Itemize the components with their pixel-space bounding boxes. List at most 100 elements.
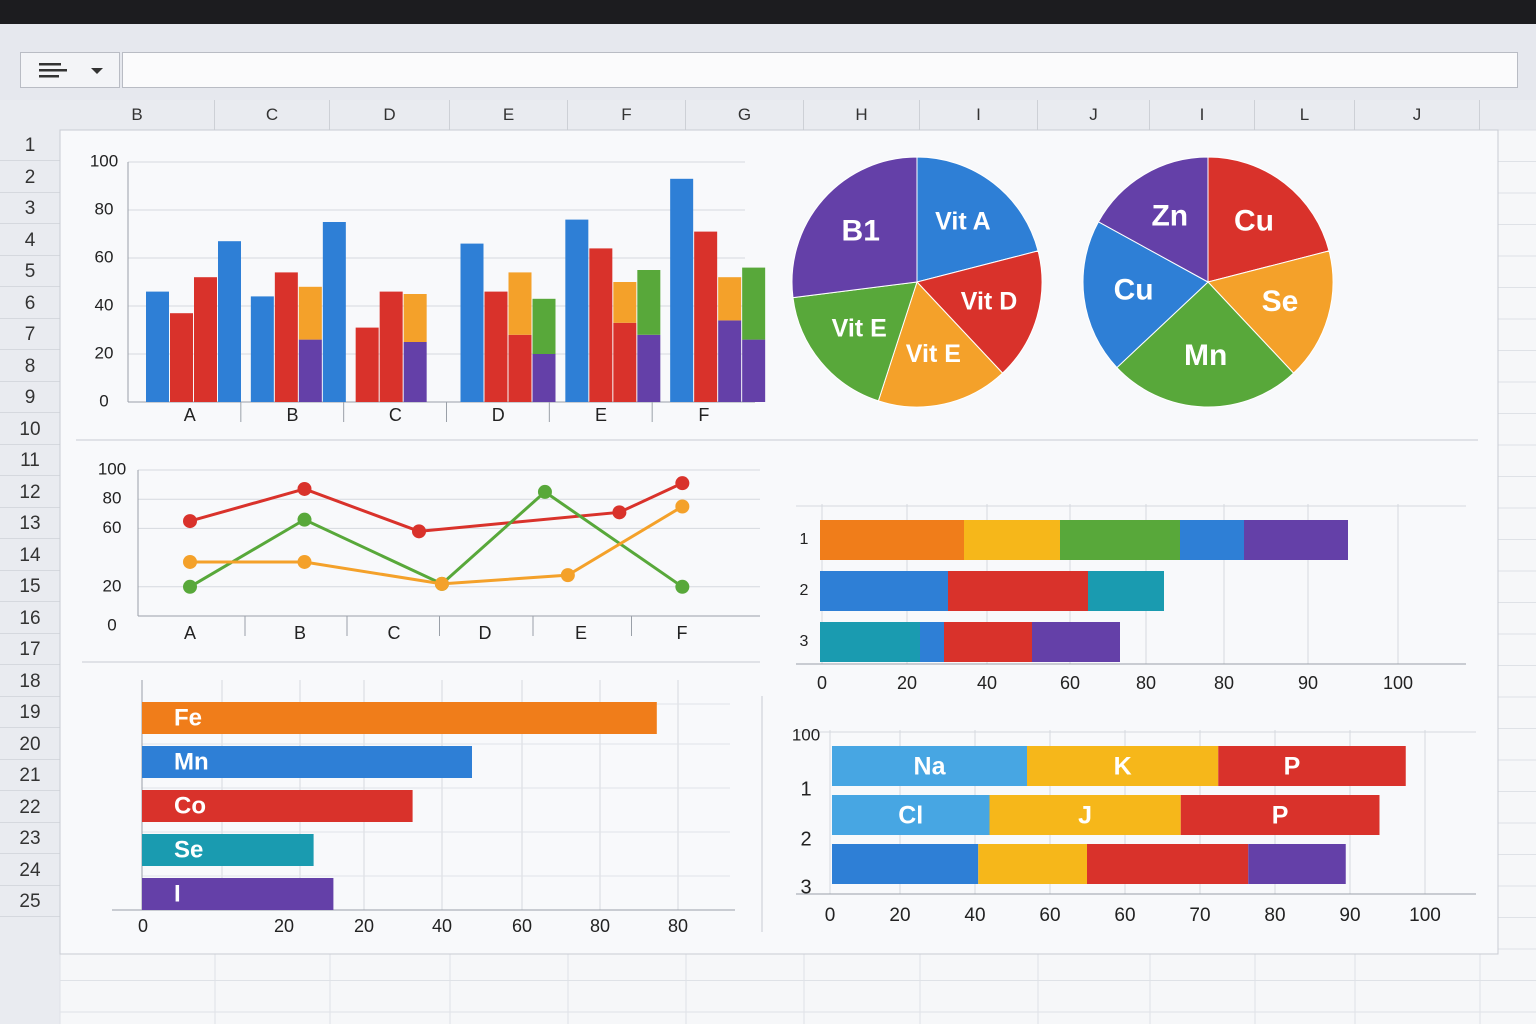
chevron-down-icon [91,68,103,74]
column-bar [298,286,322,340]
stacked-segment [920,622,944,662]
row-header-cell[interactable]: 22 [0,792,60,823]
column-bar [170,313,193,402]
bar [142,702,657,734]
row-header-cell[interactable]: 25 [0,886,60,917]
bar-label: Se [174,836,203,863]
x-tick-label: 0 [817,673,827,693]
column-bar [403,342,427,402]
x-tick-label: 80 [1264,905,1285,926]
pie-slice-label: B1 [842,214,880,247]
row-header-cell[interactable]: 7 [0,319,60,350]
x-tick-label: 80 [1136,673,1156,693]
column-bar [589,248,613,402]
column-header-cell[interactable]: F [568,100,686,130]
row-header-cell[interactable]: 17 [0,634,60,665]
menu-dropdown-button[interactable] [20,52,120,88]
x-tick-label: F [677,623,688,643]
column-bar [718,320,742,402]
row-header-cell[interactable]: 8 [0,351,60,382]
row-header-cell[interactable]: 23 [0,823,60,854]
row-header-cell[interactable]: 10 [0,414,60,445]
stacked-segment [978,844,1087,884]
row-header-cell[interactable]: 9 [0,382,60,413]
bar [142,790,413,822]
row-header-cell[interactable]: 19 [0,697,60,728]
y-tick-label: 100 [90,151,118,170]
pie-slice [1207,250,1334,374]
bar [142,834,314,866]
x-tick-label: E [595,405,607,425]
pie-slice-label: Mn [1184,339,1227,372]
x-tick-label: 0 [825,905,836,926]
line-point [675,476,690,491]
x-tick-label: 60 [1114,905,1135,926]
pie-slice-label: Cu [1234,205,1274,238]
row-header-cell[interactable]: 14 [0,540,60,571]
row-header-cell[interactable]: 5 [0,256,60,287]
formula-input[interactable] [122,52,1518,88]
row-header-cell[interactable]: 11 [0,445,60,476]
column-header-cell[interactable]: H [804,100,920,130]
y-tick-label: 20 [103,576,122,595]
column-header-cell[interactable]: L [1255,100,1355,130]
column-bar [460,243,484,402]
x-tick-label: 40 [432,916,452,936]
row-header-cell[interactable]: 15 [0,571,60,602]
stacked-segment [1218,746,1406,786]
column-bar [694,231,718,402]
column-header-cell[interactable]: G [686,100,804,130]
column-bar [742,339,766,402]
stacked-segment [1248,844,1346,884]
line-point [537,484,552,499]
x-tick-label: 70 [1189,905,1210,926]
stacked-segment [1060,520,1180,560]
row-header-cell[interactable]: 24 [0,855,60,886]
row-header-cell[interactable]: 13 [0,508,60,539]
column-bar [274,272,298,402]
stacked-segment [1180,520,1244,560]
row-header-cell[interactable]: 12 [0,477,60,508]
column-header-cell[interactable]: J [1355,100,1480,130]
line-point [560,568,575,583]
row-header-cell[interactable]: 18 [0,666,60,697]
bar-label: I [174,880,181,907]
row-header-cell[interactable]: 3 [0,193,60,224]
row-header-cell[interactable]: 21 [0,760,60,791]
row-header-cell[interactable]: 4 [0,225,60,256]
row-header-cell[interactable]: 20 [0,729,60,760]
x-tick-label: 0 [138,916,148,936]
row-header-cell[interactable]: 6 [0,288,60,319]
y-tick-label: 80 [95,199,114,218]
y-tick-label: 1 [800,531,809,548]
column-bar [613,322,637,402]
pie-slice-label: Cu [1114,273,1154,306]
column-bar [670,178,694,402]
stacked-bar-chart-top: 0 20 40 60 80 80 90 100 1 2 3 [796,504,1466,693]
stacked-segment [1180,795,1380,835]
y-tick-label: 60 [95,247,114,266]
column-header-cell[interactable]: C [215,100,330,130]
column-bar [637,270,661,335]
line-point [675,499,690,514]
column-header-cell[interactable]: I [1150,100,1255,130]
horizontal-bar-chart: 0 20 20 40 60 80 80 Fe Mn Co Se I [112,680,735,936]
stacked-segment [820,622,920,662]
row-header-cell[interactable]: 1 [0,130,60,161]
column-header-cell[interactable]: B [60,100,215,130]
x-tick-label: 60 [1039,905,1060,926]
pie-slice [877,281,1004,408]
x-tick-label: A [184,623,196,643]
x-tick-label: D [479,623,492,643]
pie-slice [1082,221,1209,369]
pie-slice [1116,281,1295,408]
menu-lines-icon [39,63,103,78]
row-header-cell[interactable]: 2 [0,162,60,193]
x-tick-label: 80 [590,916,610,936]
y-tick-label: 20 [95,343,114,362]
column-header-cell[interactable]: J [1038,100,1150,130]
column-header-cell[interactable]: E [450,100,568,130]
column-header-cell[interactable]: D [330,100,450,130]
column-header-cell[interactable]: I [920,100,1038,130]
row-header-cell[interactable]: 16 [0,603,60,634]
